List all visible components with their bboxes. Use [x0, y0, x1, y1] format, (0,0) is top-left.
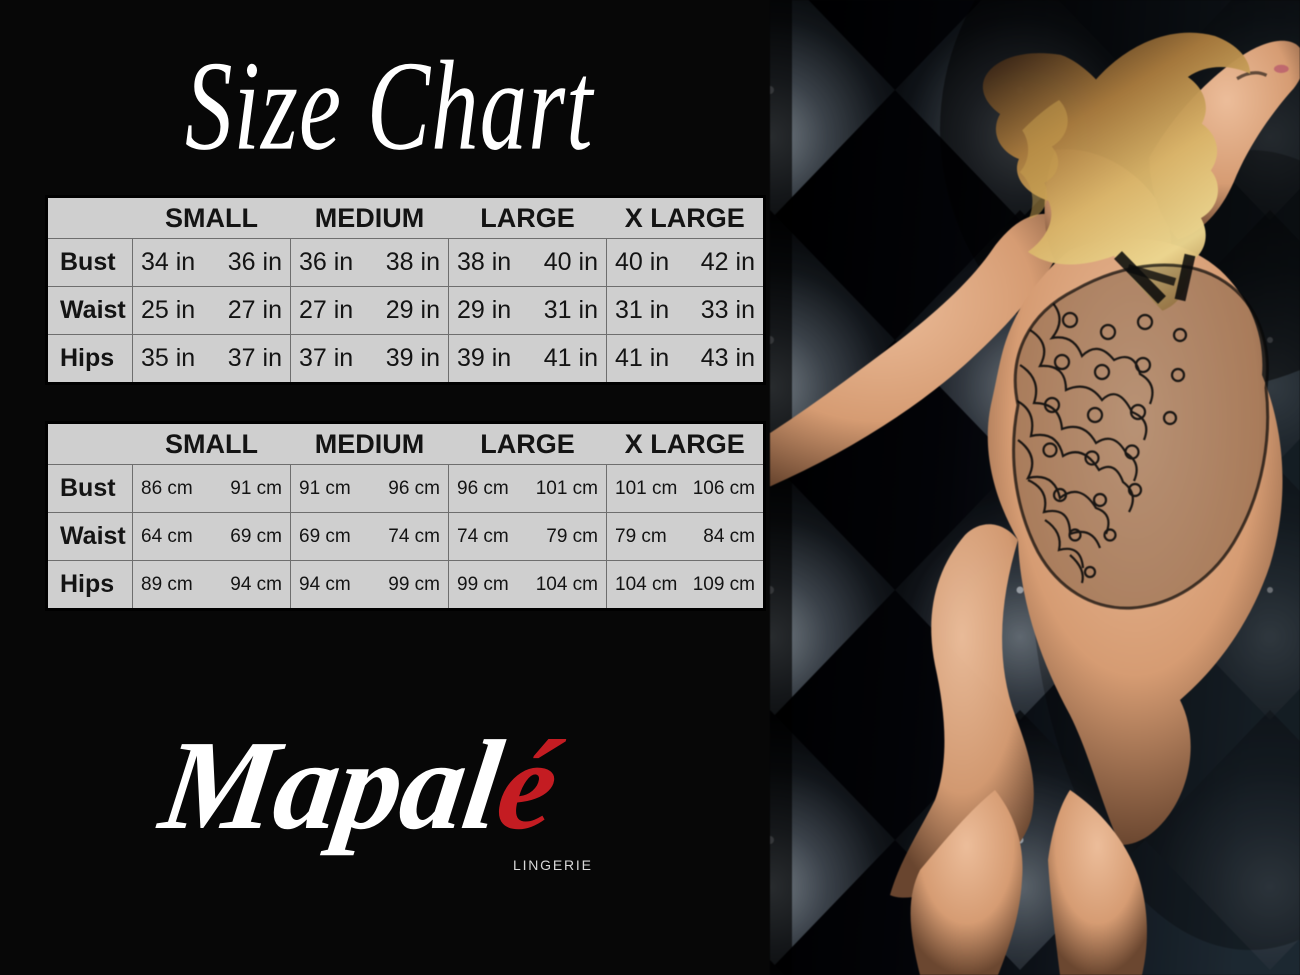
- svg-text:Mapalé: Mapalé: [151, 714, 570, 856]
